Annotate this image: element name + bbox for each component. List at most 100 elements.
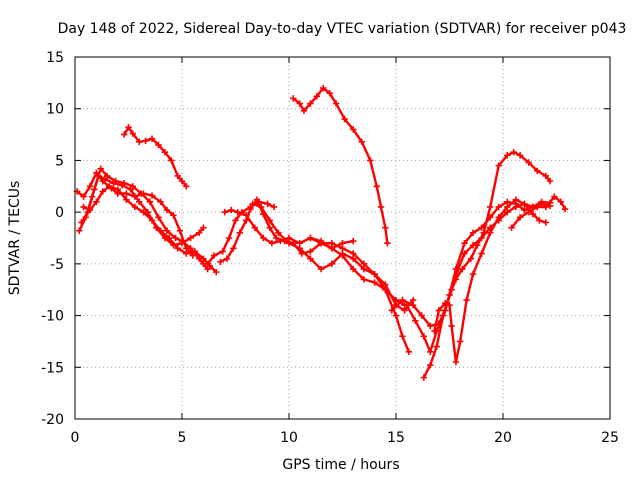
series-arc-early-c [78, 165, 211, 273]
data-point-marker [223, 255, 231, 262]
data-point-marker [478, 224, 485, 231]
data-point-marker [367, 157, 374, 164]
data-point-marker [266, 224, 273, 231]
data-point-marker [157, 198, 164, 205]
data-point-marker [382, 286, 389, 293]
data-point-marker [358, 138, 365, 146]
series-line [206, 200, 276, 266]
data-point-marker [371, 279, 378, 286]
data-point-marker [225, 234, 233, 242]
x-tick-label: 10 [280, 430, 298, 446]
data-point-marker [236, 229, 243, 237]
data-point-marker [474, 242, 481, 249]
y-tick-label: 15 [46, 50, 64, 66]
axis-ticks: 0 5 10 15 20 25 -20 -15 -10 -5 0 5 10 15 [41, 50, 619, 446]
x-tick-label: 15 [387, 430, 405, 446]
series-line [80, 167, 209, 271]
data-point-marker [136, 198, 143, 205]
data-point-marker [174, 172, 181, 180]
data-point-marker [418, 312, 425, 319]
data-point-marker [195, 229, 203, 237]
data-point-marker [136, 138, 143, 146]
series-arc-mid-c [221, 206, 408, 309]
data-point-marker [534, 203, 541, 211]
series-line [390, 202, 547, 328]
data-point-marker [313, 93, 321, 100]
x-tick-label: 0 [71, 430, 80, 446]
data-point-marker [542, 219, 549, 226]
data-point-marker [170, 212, 177, 219]
series-line [422, 151, 552, 379]
data-point-marker [290, 95, 297, 102]
data-point-marker [178, 237, 186, 245]
data-point-marker [452, 265, 460, 273]
data-point-marker [221, 208, 228, 216]
data-point-marker [112, 177, 119, 185]
data-point-marker [78, 219, 85, 226]
data-point-marker [546, 177, 554, 185]
data-point-marker [495, 162, 502, 169]
data-point-marker [446, 302, 453, 309]
data-point-marker [433, 343, 440, 350]
data-point-marker [469, 271, 477, 278]
data-point-marker [163, 227, 171, 234]
data-point-marker [114, 186, 121, 193]
data-point-marker [420, 333, 428, 340]
data-point-marker [103, 172, 111, 180]
data-point-marker [401, 307, 408, 314]
data-point-marker [131, 203, 139, 211]
data-point-marker [123, 190, 130, 197]
data-point-marker [561, 205, 569, 213]
data-point-marker [277, 237, 284, 245]
chart-title: Day 148 of 2022, Sidereal Day-to-day VTE… [58, 21, 627, 37]
data-point-marker [146, 198, 154, 205]
data-point-marker [200, 255, 207, 262]
data-point-marker [510, 148, 517, 156]
data-point-marker [536, 217, 543, 224]
data-point-marker [270, 203, 278, 211]
data-point-marker [123, 196, 130, 203]
data-point-marker [542, 172, 549, 180]
data-point-marker [200, 224, 207, 231]
data-point-marker [326, 90, 333, 97]
data-point-marker [328, 260, 335, 268]
data-point-marker [76, 227, 83, 234]
data-point-marker [399, 296, 406, 304]
data-point-marker [307, 255, 314, 262]
data-point-marker [148, 135, 156, 142]
y-axis-label: SDTVAR / TECUs [7, 181, 23, 296]
series-arc-late-e [431, 196, 554, 366]
data-point-marker [257, 203, 265, 211]
data-point-marker [80, 193, 87, 200]
data-point-marker [495, 203, 502, 211]
data-point-marker [178, 177, 186, 185]
data-point-marker [431, 327, 438, 335]
y-tick-label: -15 [41, 360, 64, 376]
y-tick-label: 5 [55, 153, 64, 169]
data-point-marker [384, 239, 391, 247]
data-point-marker [106, 183, 113, 190]
data-point-marker [486, 203, 494, 211]
data-point-marker [405, 348, 413, 355]
data-point-marker [165, 234, 173, 242]
data-point-marker [551, 193, 558, 200]
data-point-marker [129, 130, 136, 137]
data-point-marker [508, 224, 515, 231]
data-point-marker [176, 227, 184, 234]
data-point-marker [142, 137, 149, 144]
data-point-marker [296, 100, 303, 107]
data-point-marker [140, 208, 147, 216]
data-point-marker [217, 258, 224, 265]
data-point-marker [388, 307, 395, 314]
data-point-marker [138, 190, 145, 197]
data-point-marker [148, 192, 156, 199]
data-point-marker [93, 198, 100, 205]
x-tick-label: 20 [494, 430, 512, 446]
data-point-marker [459, 265, 466, 273]
data-point-marker [296, 245, 303, 252]
data-point-marker [469, 229, 477, 237]
data-point-marker [350, 265, 357, 273]
data-point-marker [243, 212, 250, 219]
data-point-marker [360, 276, 368, 283]
